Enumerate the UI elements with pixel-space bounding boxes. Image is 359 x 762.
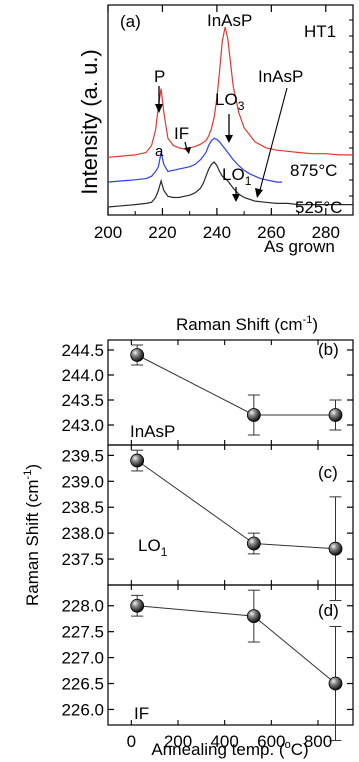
shared-x-axis-tail: C) <box>291 740 309 759</box>
curve-label-875: 875°C <box>290 161 337 180</box>
data-point <box>328 541 343 556</box>
panel-c: 239.5 239.0 238.5 238.0 237.5 (c) LO1 <box>61 444 354 602</box>
x-tick-label: 600 <box>257 732 285 751</box>
arrowhead-lo1 <box>232 194 240 202</box>
x-tick-label: 260 <box>257 223 285 242</box>
curve-label-asgrown: As grown <box>264 237 335 256</box>
annotation-lo1: LO1 <box>222 165 252 188</box>
panel-c-label: (c) <box>318 463 338 482</box>
shared-x-axis-title: Annealing temp. (oC) <box>151 739 308 759</box>
data-point <box>246 609 261 624</box>
x-tick-label: 280 <box>312 223 340 242</box>
panel-b: 244.5 244.0 243.5 243.0 (b) InAsP <box>61 339 354 446</box>
annotation-a: a <box>155 143 164 160</box>
panel-a-x-ticks: 200 220 240 260 280 <box>94 5 353 242</box>
data-point <box>130 348 145 362</box>
panel-d-data <box>130 589 343 742</box>
panel-b-label: (b) <box>318 340 339 359</box>
panel-b-species: InAsP <box>130 422 175 441</box>
data-point <box>246 536 261 551</box>
x-tick-label: 400 <box>210 732 238 751</box>
shared-y-axis-tail: ) <box>23 464 42 470</box>
annotation-inasp-right: InAsP <box>258 67 303 86</box>
y-tick-label: 238.0 <box>61 524 104 543</box>
panel-c-y-ticks: 239.5 239.0 238.5 238.0 237.5 <box>61 445 353 585</box>
y-tick-label: 227.0 <box>61 649 104 668</box>
arrowhead-inasp <box>255 188 263 198</box>
data-point <box>328 408 343 422</box>
data-point <box>130 453 145 468</box>
lo3-subscript: 3 <box>238 99 245 113</box>
annotation-inasp-top: InAsP <box>207 11 252 30</box>
data-point <box>130 598 145 613</box>
spectrum-asgrown <box>107 161 353 208</box>
bottom-x-ticks: 0 200 400 600 800 <box>127 732 333 751</box>
panel-c-data <box>130 449 343 602</box>
y-tick-label: 239.5 <box>61 446 104 465</box>
x-tick-label: 800 <box>304 732 332 751</box>
panel-b-data <box>130 344 343 436</box>
shared-x-axis-superscript: o <box>285 739 291 751</box>
panel-b-y-ticks: 244.5 244.0 243.5 243.0 <box>61 340 353 445</box>
shared-y-axis-superscript: -1 <box>22 470 34 480</box>
y-tick-label: 227.5 <box>61 623 104 642</box>
panel-a-x-axis-tail: ) <box>312 315 318 334</box>
annotation-lo3: LO3 <box>215 90 245 113</box>
annotation-p: P <box>154 67 165 86</box>
y-tick-label: 244.0 <box>61 366 104 385</box>
arrowhead-p <box>155 104 163 113</box>
panel-a-y-axis-title: Intensity (a. u.) <box>77 49 102 195</box>
x-tick-label: 0 <box>127 732 136 751</box>
panel-d-species: IF <box>134 704 149 723</box>
x-tick-label: 240 <box>203 223 231 242</box>
y-tick-label: 243.5 <box>61 391 104 410</box>
arrowhead-if <box>184 147 191 154</box>
shared-y-axis-title: Raman Shift (cm-1) <box>22 464 42 606</box>
arrow-inasp <box>259 87 288 191</box>
panel-c-species-subscript: 1 <box>161 545 168 559</box>
y-tick-label: 238.5 <box>61 498 104 517</box>
data-point <box>246 408 261 422</box>
panel-a-x-axis-title: Raman Shift (cm-1) <box>176 314 318 334</box>
curve-label-525: 525°C <box>295 198 342 217</box>
y-tick-label: 228.0 <box>61 597 104 616</box>
lo1-subscript: 1 <box>245 174 252 188</box>
trend-line <box>136 460 336 550</box>
panel-d-y-ticks: 228.0 227.5 227.0 226.5 226.0 <box>61 585 353 725</box>
arrowhead-lo3 <box>225 135 233 143</box>
y-tick-label: 244.5 <box>61 341 104 360</box>
x-tick-label: 200 <box>164 732 192 751</box>
spectrum-525 <box>107 137 283 183</box>
panel-d-label: (d) <box>318 601 339 620</box>
panel-d-frame <box>107 584 354 726</box>
panel-a-label: (a) <box>120 12 141 31</box>
y-tick-label: 226.5 <box>61 675 104 694</box>
annotation-if: IF <box>174 124 189 143</box>
panel-a-frame <box>107 4 354 216</box>
panel-a-x-axis-superscript: -1 <box>303 314 313 326</box>
y-tick-label: 243.0 <box>61 416 104 435</box>
panel-c-species: LO1 <box>138 536 168 559</box>
x-tick-label: 220 <box>148 223 176 242</box>
panel-a: 200 220 240 260 280 (a) HT1 P IF LO3 InAsP I… <box>77 4 354 334</box>
panel-d: 228.0 227.5 227.0 226.5 226.0 (d) IF <box>61 584 354 742</box>
trend-line <box>136 354 336 416</box>
data-point <box>328 676 343 691</box>
x-tick-label: 200 <box>94 223 122 242</box>
trend-line <box>137 605 336 684</box>
panel-a-tag: HT1 <box>304 22 336 41</box>
y-tick-label: 239.0 <box>61 472 104 491</box>
y-tick-label: 237.5 <box>61 550 104 569</box>
y-tick-label: 226.0 <box>61 700 104 719</box>
